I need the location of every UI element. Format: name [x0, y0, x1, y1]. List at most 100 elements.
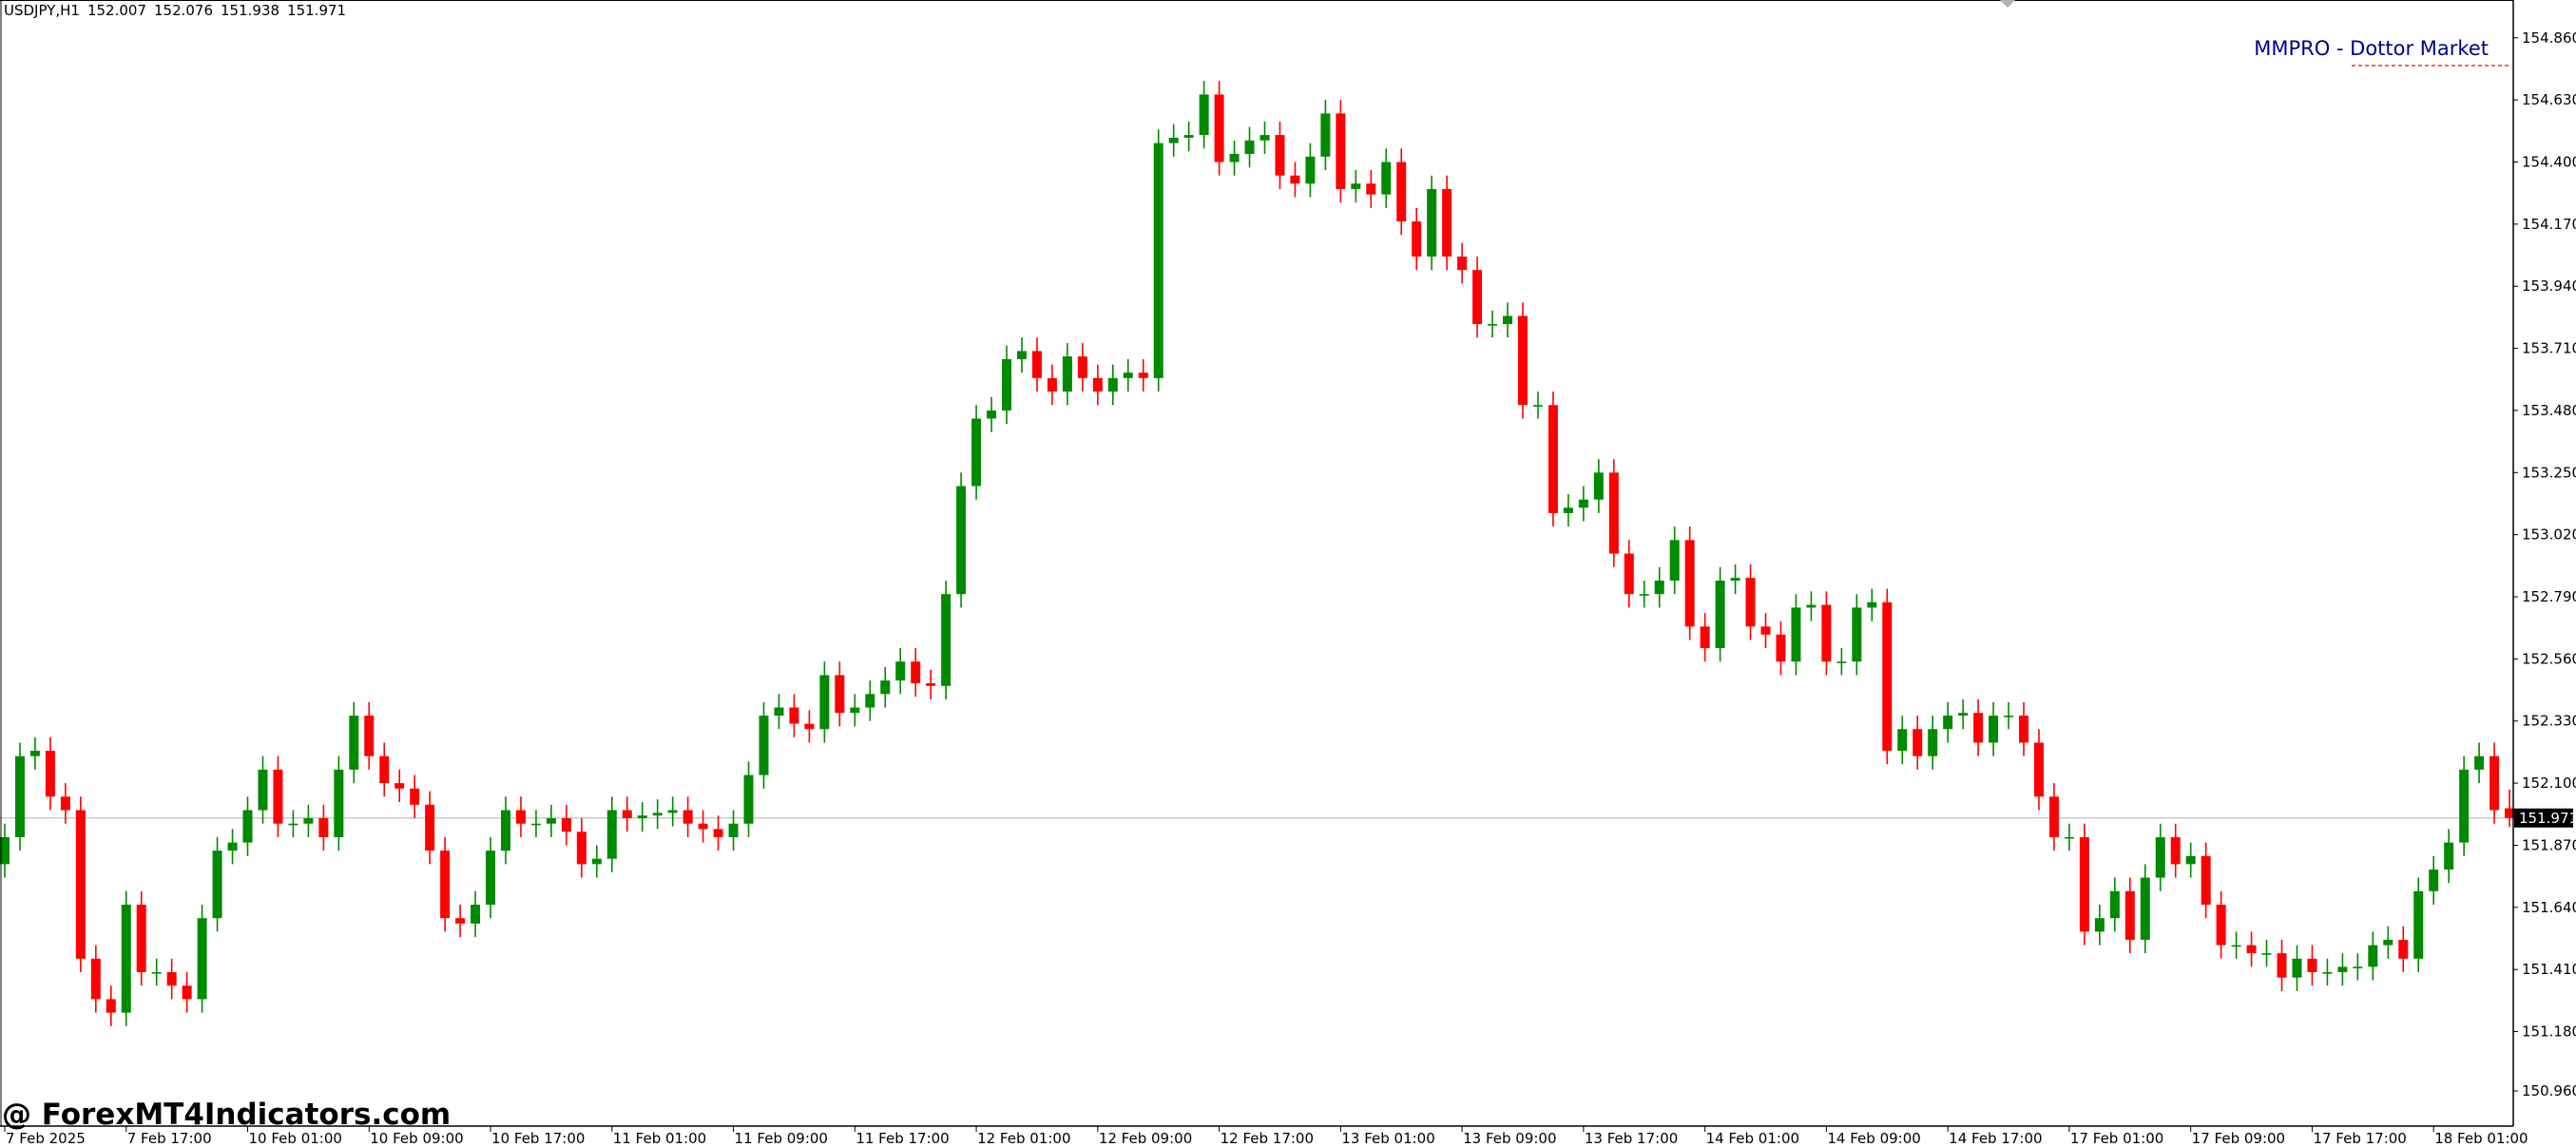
y-tick-label: 153.020 — [2522, 526, 2576, 544]
candle-body — [182, 985, 192, 1000]
header-field: 151.971 — [287, 2, 346, 19]
candle-body — [2019, 716, 2029, 743]
candle-body — [2048, 796, 2059, 837]
candle-body — [166, 972, 177, 986]
x-tick-label: 17 Feb 09:00 — [2192, 1130, 2285, 1147]
candle-body — [2124, 890, 2135, 940]
candle-body — [1107, 377, 1118, 392]
candle-body — [2337, 966, 2348, 973]
candle-body — [911, 661, 921, 683]
candle-body — [1897, 729, 1908, 751]
candle-body — [1593, 472, 1604, 500]
candle-body — [410, 788, 420, 805]
candle-body — [212, 851, 222, 919]
candle-body — [1259, 135, 1270, 141]
x-tick-label: 17 Feb 01:00 — [2070, 1130, 2163, 1147]
candle-body — [501, 810, 511, 851]
candle-body — [941, 594, 952, 686]
x-tick-label: 7 Feb 17:00 — [127, 1130, 212, 1147]
x-tick-label: 10 Feb 01:00 — [249, 1130, 342, 1147]
candle-body — [1168, 137, 1179, 143]
candle-body — [667, 810, 678, 813]
candle-body — [75, 810, 86, 959]
current-price-label: 151.971 — [2519, 810, 2576, 827]
candle-body — [1396, 162, 1407, 222]
candle-body — [515, 810, 526, 824]
candle-body — [1092, 377, 1103, 392]
candle-body — [789, 707, 799, 724]
candle-body — [1183, 135, 1194, 138]
candle-body — [303, 818, 314, 824]
candle-body — [1700, 626, 1710, 649]
candle-body — [2277, 953, 2287, 978]
candle-body — [682, 810, 693, 824]
candle-body — [1548, 405, 1558, 513]
candle-body — [2307, 958, 2317, 973]
candle-body — [1199, 94, 1209, 136]
y-tick-label: 151.410 — [2522, 961, 2576, 978]
candle-body — [1427, 188, 1437, 257]
current-price-box — [2514, 808, 2573, 828]
candle-body — [1002, 358, 1012, 411]
y-tick-label: 154.400 — [2522, 154, 2576, 171]
candle-body — [880, 680, 891, 695]
candle-body — [1518, 315, 1528, 406]
candle-body — [1442, 188, 1452, 257]
x-tick-label: 13 Feb 01:00 — [1341, 1130, 1434, 1147]
y-tick-label: 152.330 — [2522, 713, 2576, 730]
candle-body — [2064, 836, 2074, 839]
candle-body — [29, 751, 40, 756]
header-field: 151.938 — [221, 2, 279, 19]
candle-body — [1381, 162, 1392, 195]
candle-body — [440, 851, 451, 919]
y-tick-label: 151.870 — [2522, 836, 2576, 853]
candle-body — [1366, 183, 1376, 195]
candle-body — [1503, 315, 1513, 325]
candle-body — [379, 755, 390, 784]
candle-body — [1836, 661, 1847, 663]
candle-body — [759, 716, 769, 775]
candle-body — [835, 675, 845, 714]
x-tick-label: 11 Feb 09:00 — [735, 1130, 828, 1147]
candle-body — [2170, 836, 2181, 865]
candle-body — [819, 675, 830, 730]
candle-body — [1563, 507, 1573, 513]
y-tick-label: 152.790 — [2522, 588, 2576, 605]
candle-body — [2155, 836, 2165, 878]
candle-body — [1351, 183, 1361, 189]
candle-body — [1989, 716, 1999, 743]
candle-body — [2383, 939, 2393, 946]
candle-body — [45, 751, 55, 797]
candle-body — [1943, 716, 1953, 730]
candle-body — [1684, 540, 1695, 627]
candle-body — [1290, 175, 1300, 184]
candle-body — [1730, 578, 1740, 581]
candle-body — [1016, 351, 1027, 359]
candle-body — [1214, 94, 1224, 162]
x-tick-label: 12 Feb 01:00 — [977, 1130, 1070, 1147]
y-tick-label: 154.860 — [2522, 29, 2576, 47]
candle-body — [349, 716, 359, 770]
x-tick-label: 11 Feb 17:00 — [855, 1130, 949, 1147]
x-tick-label: 17 Feb 17:00 — [2313, 1130, 2406, 1147]
candle-body — [1047, 377, 1057, 392]
candle-body — [2353, 966, 2363, 968]
candle-body — [606, 810, 617, 859]
candle-body — [455, 918, 466, 924]
candle-body — [2474, 755, 2485, 770]
candle-body — [425, 804, 435, 851]
candle-body — [2246, 945, 2257, 954]
candle-body — [288, 823, 298, 826]
candle-body — [1715, 580, 1725, 649]
symbol-header: USDJPY,H1 152.007 152.076 151.938 151.971 — [4, 2, 346, 19]
candle-body — [1320, 113, 1331, 157]
candle-body — [318, 818, 329, 837]
y-tick-label: 154.170 — [2522, 216, 2576, 233]
y-tick-label: 151.180 — [2522, 1023, 2576, 1041]
candle-body — [546, 818, 556, 824]
header-field: 152.076 — [154, 2, 213, 19]
y-tick-label: 153.940 — [2522, 277, 2576, 295]
candle-body — [1062, 356, 1072, 392]
y-tick-label: 152.560 — [2522, 650, 2576, 667]
